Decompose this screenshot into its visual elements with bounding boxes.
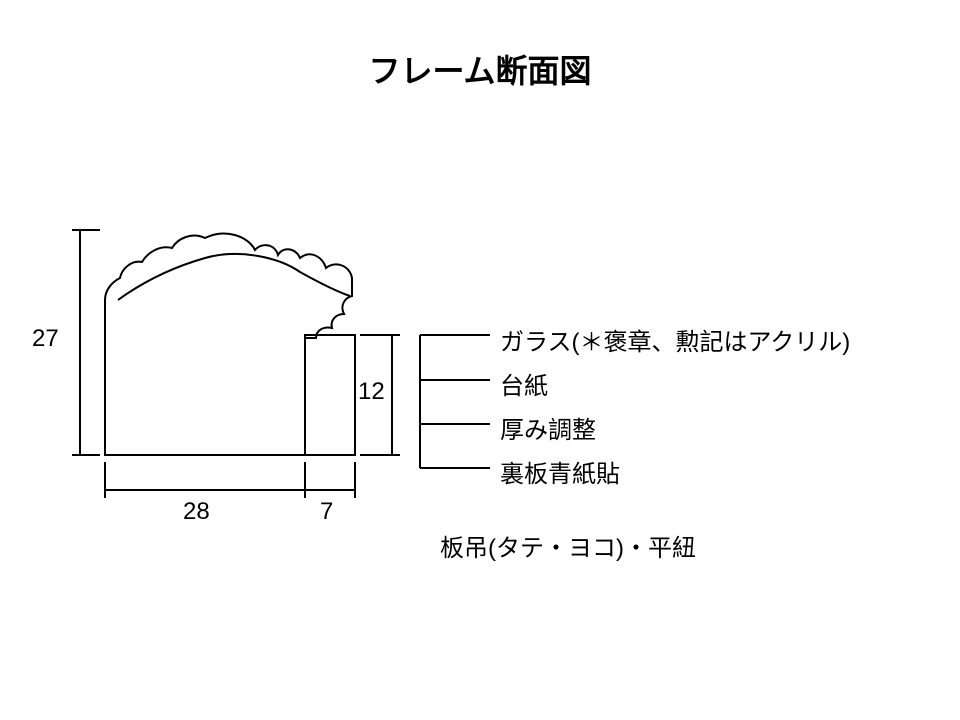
frame-profile-inner-line xyxy=(118,254,350,300)
frame-profile-outer xyxy=(105,234,352,455)
dim-bracket-bottom xyxy=(105,462,355,498)
dim-bracket-left xyxy=(72,230,100,455)
callout-leaders xyxy=(420,335,490,468)
cross-section-svg xyxy=(0,0,960,720)
dim-bracket-inner-height xyxy=(360,335,400,455)
frame-rabbet xyxy=(305,335,355,455)
